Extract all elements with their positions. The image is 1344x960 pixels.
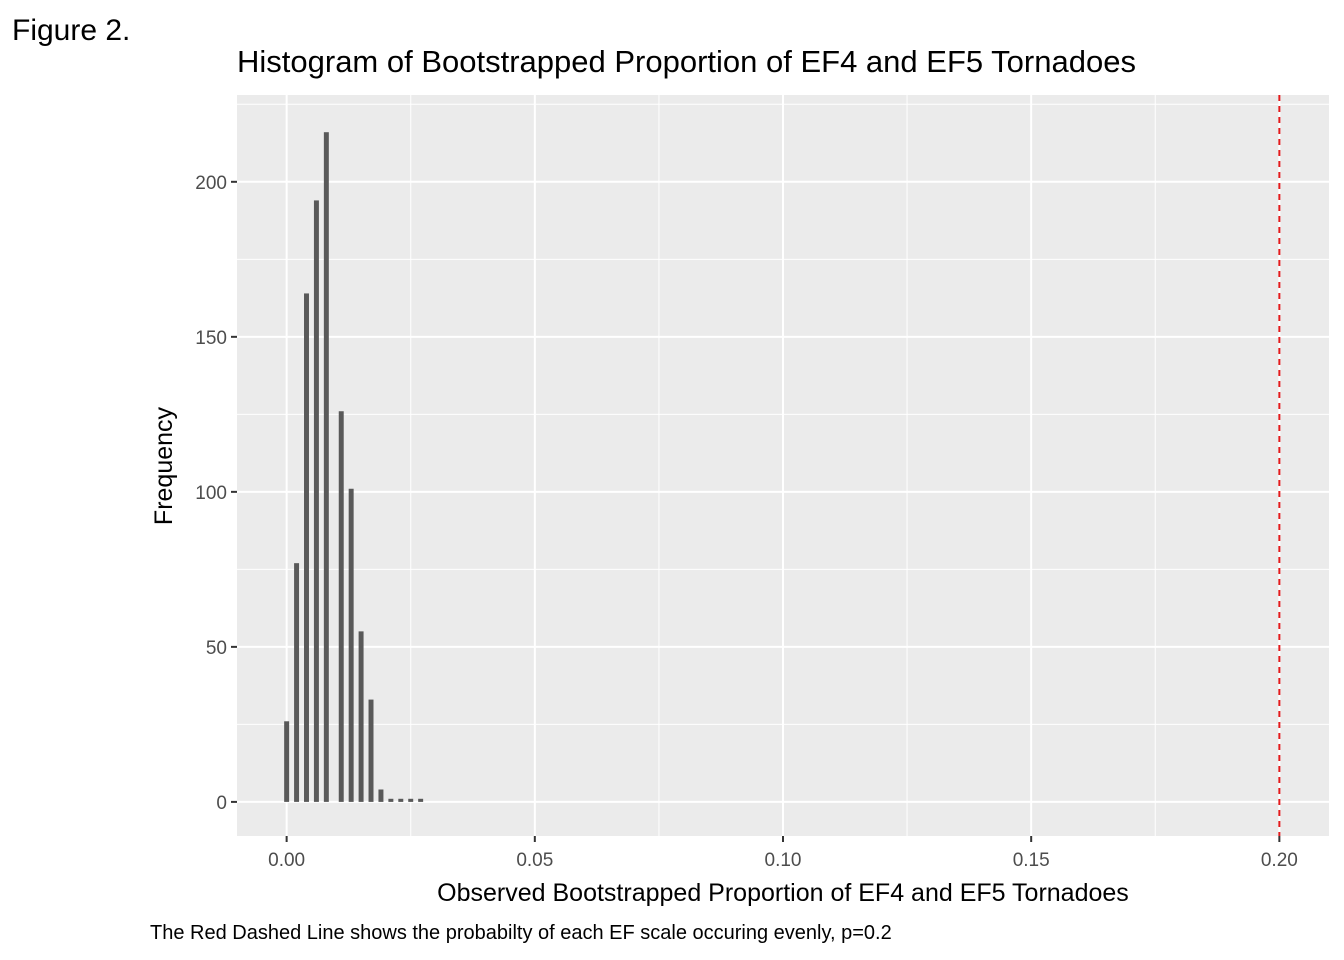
figure-label: Figure 2. — [12, 14, 131, 47]
histogram-bar — [388, 798, 394, 802]
histogram-bar — [313, 200, 319, 802]
histogram-bar — [304, 293, 309, 802]
y-tick-label: 100 — [195, 483, 227, 504]
y-tick-label: 200 — [195, 173, 227, 194]
y-axis: 0 50 100 150 200 — [195, 173, 237, 814]
histogram-bar — [418, 798, 424, 802]
histogram-bar — [358, 631, 364, 802]
histogram-bars — [284, 132, 424, 802]
y-axis-label: Frequency — [150, 406, 178, 525]
histogram-bar — [408, 798, 414, 802]
histogram-bar — [368, 699, 374, 802]
histogram-bar — [348, 488, 354, 802]
x-tick-label: 0.15 — [1013, 850, 1050, 871]
x-tick-label: 0.00 — [268, 850, 305, 871]
chart-title: Histogram of Bootstrapped Proportion of … — [237, 44, 1136, 79]
histogram-bar — [323, 132, 329, 802]
x-tick-label: 0.10 — [765, 850, 802, 871]
y-tick-label: 50 — [206, 638, 227, 659]
x-axis: 0.00 0.05 0.10 0.15 0.20 — [268, 836, 1298, 871]
x-tick-label: 0.05 — [516, 850, 553, 871]
chart-caption: The Red Dashed Line shows the probabilty… — [150, 922, 892, 944]
x-axis-label: Observed Bootstrapped Proportion of EF4 … — [437, 879, 1129, 907]
y-tick-label: 0 — [216, 793, 227, 814]
histogram-bar — [338, 411, 344, 802]
histogram-bar — [378, 789, 384, 802]
y-tick-label: 150 — [195, 328, 227, 349]
histogram-bar — [398, 798, 404, 802]
histogram-bar — [284, 721, 290, 802]
x-tick-label: 0.20 — [1261, 850, 1298, 871]
histogram-bar — [294, 563, 300, 802]
